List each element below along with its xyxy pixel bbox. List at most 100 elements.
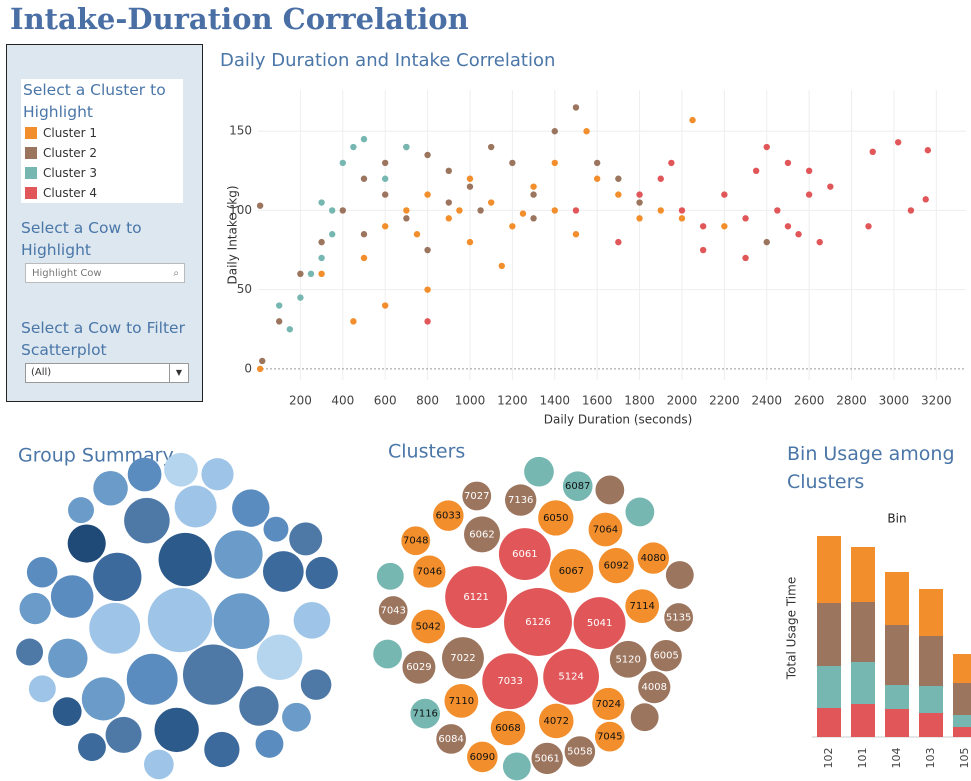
chart-title: Clusters [388,441,465,463]
x-tick-label: 3000 [879,394,910,408]
filter-dropdown[interactable]: (All) ▼ [25,363,189,383]
bubble [214,530,263,579]
bubble [625,497,655,527]
bubble-label: 5058 [567,747,592,758]
x-tick-label: 2600 [794,394,825,408]
bubble [498,528,551,581]
scatter-point [551,207,558,214]
bubble [204,731,240,768]
legend-label: Cluster 2 [43,146,98,160]
bubble [19,592,51,625]
bubble-label: 5061 [534,753,559,764]
bubble [524,456,554,487]
scatter-point [636,199,643,206]
bubble-label: 7022 [450,653,475,664]
bubble-label: 6029 [406,662,431,673]
legend-item[interactable]: Cluster 1 [21,123,183,143]
bubble [538,703,574,739]
scatter-point [487,143,495,151]
bubble [464,516,501,553]
scatter-point [487,199,495,206]
bubble [376,562,404,590]
bar-segment [919,589,943,636]
bubble-label: 7110 [449,696,474,707]
scatter-point [360,254,368,262]
scatter-point [752,167,760,175]
bubble [147,587,213,653]
bubble-label: 6087 [565,481,590,492]
scatter-point [636,191,643,198]
bubble [182,644,244,705]
bubble-label: 6062 [469,529,494,540]
x-tick-label: 400 [331,394,354,408]
scatter-point [456,207,463,214]
bubble [16,638,44,666]
x-tick-label: 102 [822,748,835,769]
bubble [93,552,142,602]
legend-item[interactable]: Cluster 3 [21,163,183,183]
bar-segment [953,715,971,727]
scatter-point [742,254,749,262]
bubble [650,639,682,672]
scatter-point [530,215,537,222]
scatter-point [256,202,264,209]
search-icon: ⌕ [173,268,179,279]
bubble [378,596,408,625]
chart-title: Daily Duration and Intake Correlation [220,50,555,71]
bar-segment [953,683,971,715]
bubble [81,677,125,721]
scatter-point [466,238,474,246]
bubble [609,640,647,678]
scatter-point [615,238,622,246]
legend-item[interactable]: Cluster 4 [21,183,183,203]
scatter-point [551,159,558,167]
bar-segment [851,602,875,662]
x-tick-label: 1400 [539,394,570,408]
bubble [664,603,694,632]
bubble [48,638,88,679]
bubble [543,648,599,705]
bubble [105,716,142,753]
bubble [213,593,270,649]
x-tick-label: 103 [924,748,937,769]
bubble [289,522,323,556]
scatter-point [275,302,283,309]
scatter-point [403,143,410,151]
bar-segment [885,685,909,709]
scatter-point [424,318,431,325]
bubble [263,516,289,542]
bar-segment [885,625,909,685]
scatter-point [615,175,622,182]
y-tick-label: 100 [229,203,252,217]
bubble [201,458,234,491]
scatter-point [742,215,749,222]
bubble [402,650,436,684]
legend-swatch [25,167,37,179]
scatter-point [689,116,696,124]
bubble [665,561,694,589]
scatter-point [593,159,601,167]
scatter-point [869,148,876,156]
scatter-point [360,231,368,238]
bubble [638,671,671,704]
bubble-label: 7064 [593,524,618,535]
bubble [594,721,625,752]
scatter-point [445,167,452,175]
bubble [502,752,531,781]
bubble-label: 7048 [403,536,428,547]
search-input[interactable]: Highlight Cow ⌕ [25,263,185,283]
scatter-point [297,294,304,301]
scatter-point [530,183,537,190]
scatter-point [297,270,304,278]
bubble [256,634,303,681]
bubble [538,500,574,536]
x-tick-label: 1800 [624,394,655,408]
scatter-point [286,326,293,333]
scatter-point [466,175,474,182]
legend-item[interactable]: Cluster 2 [21,143,183,163]
bubble-label: 7114 [629,601,654,612]
bubble [625,589,660,624]
scatter-point [381,223,389,230]
